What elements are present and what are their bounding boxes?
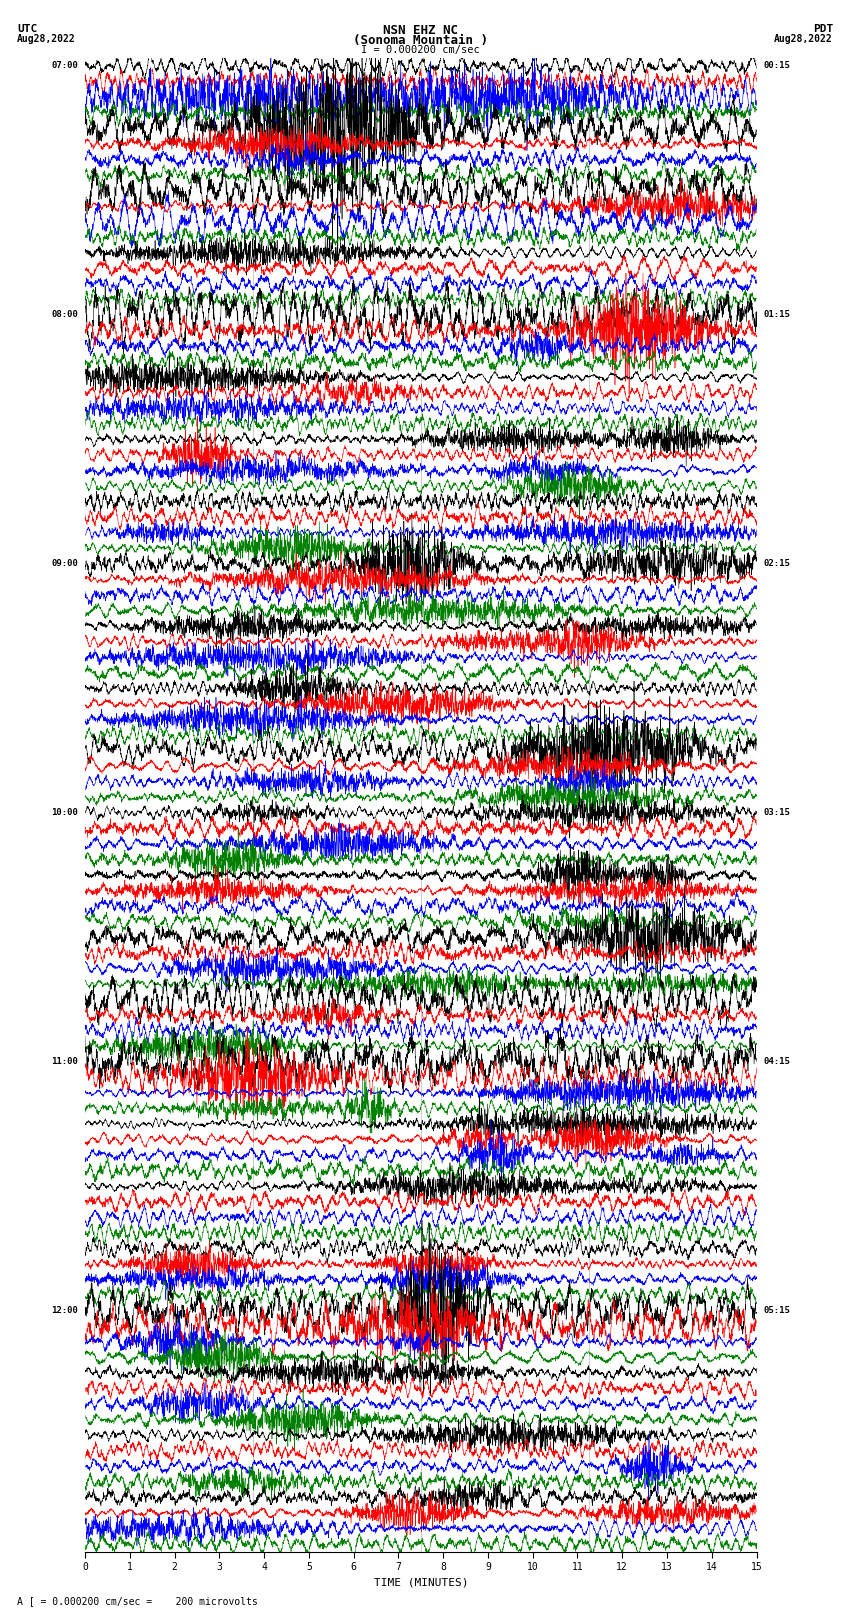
Text: 07:00: 07:00 xyxy=(51,61,78,71)
Text: 11:00: 11:00 xyxy=(51,1057,78,1066)
Text: 02:15: 02:15 xyxy=(763,560,791,568)
Text: 03:15: 03:15 xyxy=(763,808,791,818)
Text: A [ = 0.000200 cm/sec =    200 microvolts: A [ = 0.000200 cm/sec = 200 microvolts xyxy=(17,1597,258,1607)
Text: UTC: UTC xyxy=(17,24,37,34)
Text: 08:00: 08:00 xyxy=(51,310,78,319)
Text: Aug28,2022: Aug28,2022 xyxy=(774,34,833,44)
Text: 01:15: 01:15 xyxy=(763,310,791,319)
X-axis label: TIME (MINUTES): TIME (MINUTES) xyxy=(373,1578,468,1587)
Text: I = 0.000200 cm/sec: I = 0.000200 cm/sec xyxy=(361,45,480,55)
Text: (Sonoma Mountain ): (Sonoma Mountain ) xyxy=(354,34,488,47)
Text: 09:00: 09:00 xyxy=(51,560,78,568)
Text: 12:00: 12:00 xyxy=(51,1307,78,1315)
Text: 05:15: 05:15 xyxy=(763,1307,791,1315)
Text: 04:15: 04:15 xyxy=(763,1057,791,1066)
Text: 10:00: 10:00 xyxy=(51,808,78,818)
Text: PDT: PDT xyxy=(813,24,833,34)
Text: 00:15: 00:15 xyxy=(763,61,791,71)
Text: NSN EHZ NC: NSN EHZ NC xyxy=(383,24,458,37)
Text: Aug28,2022: Aug28,2022 xyxy=(17,34,76,44)
